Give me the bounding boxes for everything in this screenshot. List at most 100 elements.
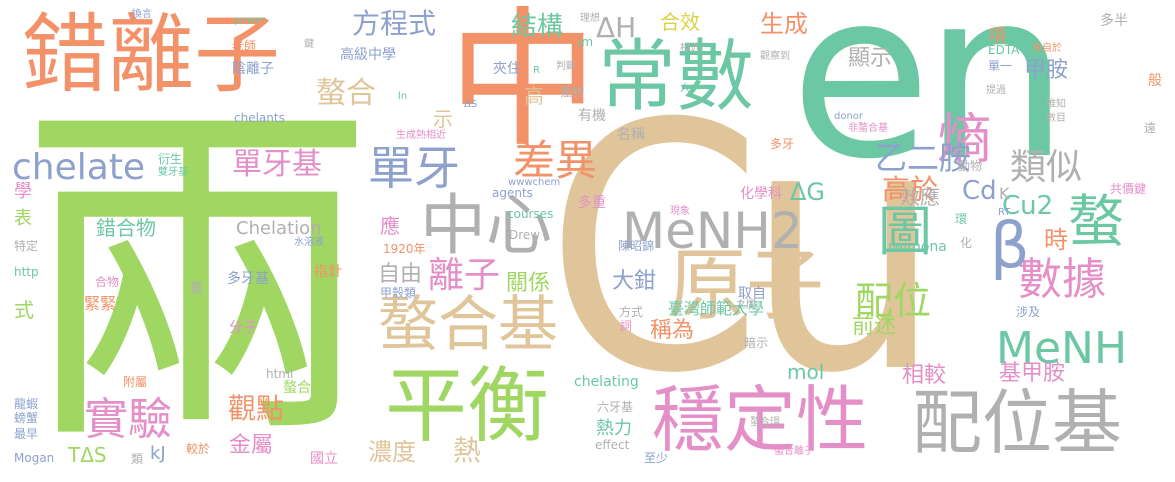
word-liuyaji: 六牙基 (597, 400, 634, 414)
word-power: power (234, 15, 265, 26)
word-hua: 化 (960, 236, 973, 250)
word-yan: 衍生 (158, 152, 183, 166)
word-jijiaan: 基甲胺 (999, 361, 1066, 386)
word-menh2: MeNH2 (622, 202, 803, 260)
word-chayi: 差異 (513, 136, 598, 185)
word-gaojizhongxue: 高級中學 (340, 47, 396, 63)
word-fushu: 附屬 (123, 375, 148, 389)
word-changshu: 常數 (598, 32, 755, 122)
word-beta: β (990, 209, 1030, 282)
word-yuanzi: 原子 (668, 241, 825, 331)
word-shi: 時 (1044, 226, 1068, 254)
word-fangchengshi: 方程式 (352, 7, 437, 40)
word-zhizhen: 指針 (314, 264, 342, 280)
word-jian: 鍵 (304, 39, 314, 50)
word-huanjian: 換言 (132, 9, 152, 20)
word-shuoji: 數目 (1046, 113, 1066, 124)
word-duozhong: 多重 (578, 195, 606, 211)
word-dazhan: 大鉗 (612, 269, 657, 294)
word-xianshi: 顯示 (848, 46, 893, 71)
word-jiaoyu: 較於 (186, 442, 211, 456)
word-aohelizi: 螯合離子 (774, 446, 814, 457)
word-jinjin: 緊緊 (84, 294, 117, 313)
word-jiazhu: 夾住 (493, 61, 521, 77)
word-wwwchem: wwwchem (508, 177, 561, 188)
word-duoyaji: 多牙基 (227, 271, 269, 287)
word-dan: 單一 (988, 59, 1013, 73)
word-lizi: 離子 (428, 255, 501, 296)
word-chengwei: 稱為 (650, 318, 695, 343)
word-taiwan: 臺灣師範大學 (668, 299, 765, 318)
word-huaxueke: 化學科 (740, 186, 782, 202)
word-ruan: 遠 (1144, 121, 1157, 135)
word-duoya: 多牙 (770, 137, 795, 151)
word-jinshu: 金屬 (229, 433, 274, 458)
word-chelation: Chelation (236, 218, 322, 239)
word-shiyan: 實驗 (84, 394, 172, 445)
word-xianxiang: 現象 (670, 206, 690, 217)
word-laizi: 來自於 (1032, 43, 1062, 54)
word-mingcheng: 名稱 (617, 127, 645, 143)
word-youji: 有機 (578, 108, 606, 124)
word-xiaoying: 效應 (900, 185, 940, 209)
word-chelate: chelate (12, 147, 146, 188)
word-feiaohe: 非螯合基 (848, 123, 888, 134)
word-dongwu: 動物 (958, 159, 983, 173)
word-ying: 應 (380, 214, 400, 238)
word-peiwei: 配位 (855, 279, 932, 323)
word-aoheji2: 螯合劑 (283, 380, 325, 396)
word-zhongxin: 中心 (420, 187, 552, 264)
word-wendingxing: 穩定性 (652, 378, 869, 462)
word-http: http (14, 265, 39, 279)
word-zhishao: 至少 (644, 451, 669, 465)
word-liewu: 獵物 (560, 85, 585, 99)
word-ds: ΔS (464, 99, 478, 110)
word-sheng: 生成熱相近 (396, 130, 446, 141)
word-1920: 1920年 (383, 242, 426, 256)
word-cd: Cd (962, 176, 997, 206)
word-zhi: 隻 (190, 281, 204, 297)
word-hexiao: 合效 (660, 10, 700, 34)
word-xue: 學 (14, 181, 32, 202)
word-huan: 環 (955, 212, 968, 226)
word-effect: effect (595, 438, 630, 452)
word-lixiang: 理想 (580, 13, 600, 24)
word-xiang: 項 (988, 26, 1006, 47)
word-shejie: 涉及 (1016, 305, 1041, 319)
word-guandian: 觀點 (228, 392, 285, 425)
word-shang: 熵 (928, 110, 991, 164)
word-duoban: 多半 (1100, 13, 1128, 29)
word-menh: MeNH (996, 323, 1128, 374)
word-cu: Cu (545, 52, 943, 448)
word-guanxi: 關係 (506, 271, 551, 296)
word-cuohewu: 錯合物 (96, 216, 156, 240)
word-ao: 螯 (1068, 190, 1124, 255)
word-shui: 水溶液 (294, 237, 324, 248)
word-dg: ΔG (790, 178, 826, 206)
word-cu2: Cu2 (1002, 191, 1054, 221)
word-zhiyi: 之間 (736, 300, 756, 311)
word-tieti: 提過 (986, 85, 1006, 96)
word-jiaqiaolei: 甲殼類 (380, 286, 417, 300)
word-mol: mol (787, 360, 825, 384)
word-xiangjiao: 相較 (902, 363, 947, 388)
word-chelating: chelating (574, 374, 639, 390)
word-ln: ln (398, 91, 408, 102)
word-jm: jm (578, 35, 594, 49)
word-quzi: 取自 (738, 286, 766, 302)
word-pingheng: 平衡 (385, 359, 550, 454)
word-yinlizi: 陰離子 (232, 61, 274, 77)
word-r: R (533, 65, 540, 76)
word-jiaan: 甲胺 (1024, 58, 1069, 83)
word-gaoyu: 高於 (882, 173, 939, 206)
word-danyaji: 單牙基 (232, 147, 322, 182)
word-laoshi: 老師 (232, 39, 257, 53)
word-shi2: 式 (14, 298, 34, 322)
word-reli: 熱力 (596, 418, 632, 439)
word-tuizhi: 推知 (1046, 99, 1066, 110)
word-longxia: 龍蝦 (14, 397, 39, 411)
word-aoheji: 螯合基 (378, 290, 558, 360)
word-aohe: 螯合 (316, 76, 376, 111)
word-shuangyaji: 雙牙基 (158, 167, 188, 178)
